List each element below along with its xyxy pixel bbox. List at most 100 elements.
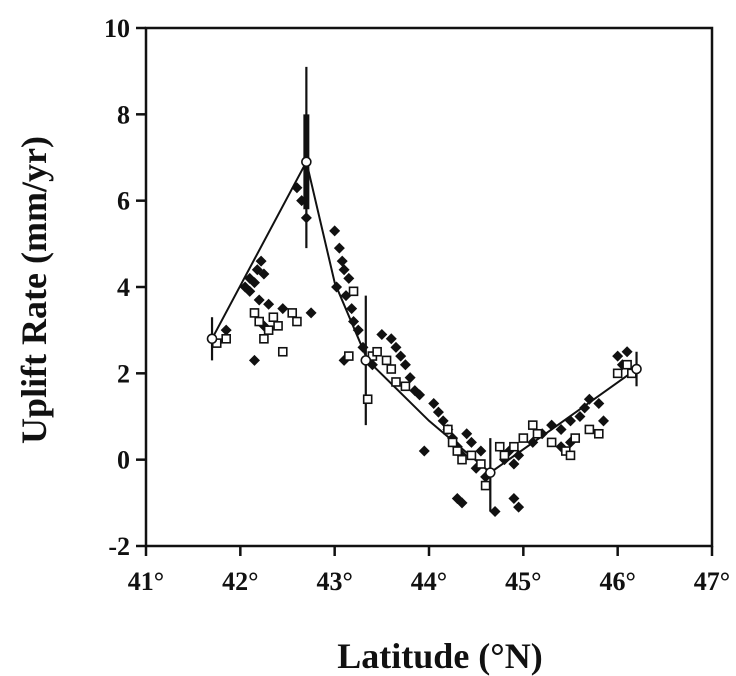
- data-point-square: [348, 286, 359, 297]
- data-point-square: [259, 333, 269, 344]
- data-point-diamond: [612, 350, 624, 362]
- y-tick-label: -2: [108, 532, 130, 561]
- data-point-diamond: [583, 393, 595, 405]
- data-point-diamond: [331, 281, 343, 293]
- data-point-diamond: [428, 398, 440, 410]
- data-point-square: [457, 454, 467, 465]
- model-point: [485, 467, 496, 478]
- data-point-square: [584, 424, 595, 435]
- tick-labels: 41° 42° 43° 44° 45° 46° 47° -2 0 2 4 6 8 10: [104, 14, 730, 596]
- data-point-diamond: [296, 195, 308, 207]
- y-tick-label: 8: [117, 100, 130, 129]
- data-point-square: [372, 346, 382, 357]
- data-point-square: [287, 308, 298, 318]
- data-point-square: [509, 441, 519, 452]
- data-point-diamond: [456, 497, 468, 509]
- y-tick-label: 4: [117, 273, 130, 302]
- data-point-square: [452, 446, 463, 456]
- data-point-square: [447, 437, 458, 448]
- data-point-diamond: [248, 354, 260, 366]
- data-point-square: [499, 450, 510, 461]
- data-point-square: [292, 316, 302, 327]
- data-point-diamond: [555, 423, 567, 435]
- data-point-square: [518, 433, 529, 443]
- model-point: [360, 355, 372, 366]
- data-point-square: [622, 359, 632, 370]
- data-point-diamond: [513, 449, 525, 461]
- data-point-diamond: [376, 328, 388, 340]
- data-point-diamond: [255, 255, 267, 267]
- data-point-diamond: [352, 324, 364, 336]
- data-point-diamond: [277, 303, 289, 315]
- data-point-diamond: [565, 415, 576, 427]
- data-point-diamond: [385, 333, 397, 345]
- y-tick-label: 10: [104, 14, 130, 43]
- x-tick-label: 44°: [411, 567, 447, 596]
- model-point: [301, 156, 312, 168]
- data-point-diamond: [399, 359, 411, 371]
- data-point-diamond: [475, 445, 487, 457]
- data-point-diamond: [336, 255, 348, 267]
- y-tick-label: 6: [117, 187, 130, 216]
- data-point-diamond: [437, 415, 449, 427]
- data-point-diamond: [513, 501, 525, 513]
- data-point-square: [362, 394, 373, 405]
- data-point-diamond: [329, 225, 341, 237]
- data-point-diamond: [404, 372, 416, 384]
- data-point-square: [344, 351, 354, 361]
- data-point-diamond: [621, 346, 633, 358]
- data-point-diamond: [598, 415, 610, 427]
- data-point-square: [381, 355, 392, 366]
- data-point-diamond: [357, 341, 369, 353]
- data-point-diamond: [291, 182, 303, 194]
- data-point-diamond: [348, 316, 360, 328]
- data-point-square: [527, 420, 538, 430]
- y-tick-label: 0: [117, 446, 130, 475]
- data-point-square: [400, 381, 411, 392]
- x-tick-label: 41°: [128, 567, 164, 596]
- data-point-square: [593, 428, 604, 439]
- x-tick-label: 42°: [222, 567, 258, 596]
- data-point-square: [277, 346, 288, 357]
- data-point-diamond: [395, 350, 407, 362]
- data-point-square: [612, 368, 623, 379]
- data-point-diamond: [244, 285, 256, 297]
- data-point-square: [263, 325, 274, 335]
- data-point-square: [273, 321, 283, 331]
- data-point-diamond: [263, 298, 275, 310]
- data-point-square: [268, 312, 279, 323]
- data-point-diamond: [593, 398, 605, 410]
- x-tick-label: 46°: [599, 567, 635, 596]
- data-point-diamond: [220, 324, 232, 336]
- data-point-square: [532, 428, 543, 439]
- x-axis-title: Latitude (°N): [337, 636, 542, 676]
- data-point-square: [249, 308, 260, 318]
- data-point-square: [386, 364, 397, 374]
- x-tick-label: 43°: [316, 567, 352, 596]
- data-point-square: [391, 377, 401, 387]
- data-point-diamond: [258, 268, 270, 280]
- data-point-square: [443, 424, 453, 435]
- data-point-square: [546, 437, 557, 448]
- data-point-diamond: [414, 389, 426, 401]
- data-point-diamond: [343, 272, 355, 284]
- data-point-square: [494, 441, 505, 452]
- data-point-square: [466, 450, 477, 461]
- plot-frame: [144, 26, 714, 548]
- data-point-square: [254, 316, 264, 327]
- data-point-square: [570, 433, 581, 443]
- data-point-square: [565, 450, 576, 461]
- axis-ticks: [136, 26, 714, 556]
- data-point-diamond: [465, 436, 477, 448]
- data-point-diamond: [248, 277, 260, 289]
- y-tick-label: 2: [117, 359, 130, 388]
- x-tick-label: 47°: [694, 567, 730, 596]
- data-point-diamond: [390, 341, 402, 353]
- data-point-square: [480, 480, 491, 491]
- data-point-diamond: [579, 402, 591, 414]
- data-point-diamond: [338, 264, 350, 276]
- data-point-diamond: [432, 406, 444, 418]
- data-point-diamond: [305, 307, 317, 319]
- data-point-diamond: [489, 505, 501, 517]
